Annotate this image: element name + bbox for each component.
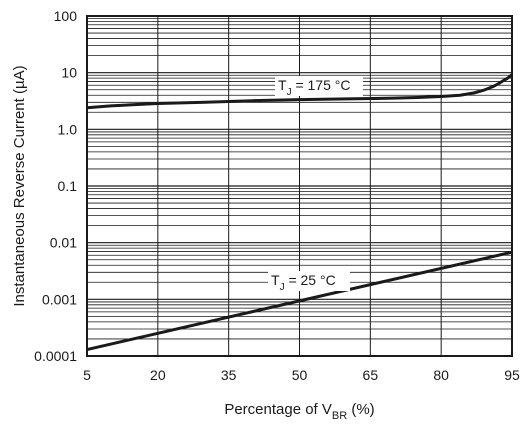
y-axis-label: Instantaneous Reverse Current (µA) (11, 65, 28, 306)
y-tick-label: 0.0001 (34, 348, 77, 364)
y-tick-label: 100 (54, 8, 78, 24)
annotation-background (275, 76, 363, 96)
x-axis-label: Percentage of VBR (%) (224, 401, 374, 422)
series-annotation-0: TJ = 175 °C (278, 77, 350, 98)
x-tick-label: 20 (150, 367, 166, 383)
x-tick-label: 35 (221, 367, 237, 383)
plot-frame (86, 15, 513, 357)
x-tick-label: 80 (433, 367, 449, 383)
y-tick-label: 10 (61, 65, 77, 81)
series-lines (86, 73, 513, 352)
y-tick-label: 0.01 (50, 235, 77, 251)
y-tick-labels: 0.0001 0.001 0.01 0.1 1.0 10 100 (34, 8, 77, 364)
series-line-1 (86, 250, 513, 352)
x-tick-label: 50 (292, 367, 308, 383)
y-tick-label: 0.1 (58, 178, 78, 194)
annotation-background (268, 271, 350, 291)
y-tick-label: 0.001 (42, 291, 77, 307)
y-tick-label: 1.0 (58, 121, 78, 137)
series-annotation-1: TJ = 25 °C (271, 272, 336, 293)
x-tick-labels: 5 20 35 50 65 80 95 (83, 367, 520, 383)
grid-lines (87, 16, 512, 356)
series-line-0 (86, 73, 513, 110)
x-tick-label: 95 (504, 367, 520, 383)
x-tick-label: 5 (83, 367, 91, 383)
series-annotations: TJ = 175 °C TJ = 25 °C (268, 76, 363, 293)
x-tick-label: 65 (363, 367, 379, 383)
